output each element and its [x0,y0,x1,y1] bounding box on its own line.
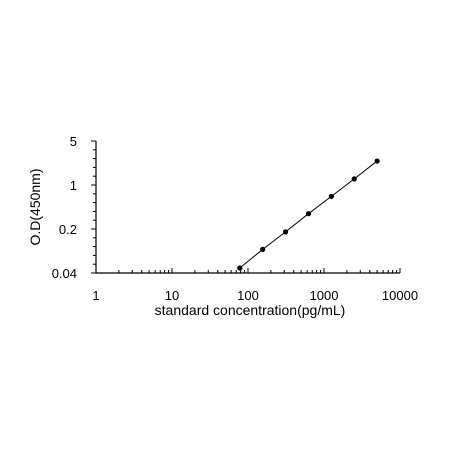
x-tick-label-10: 10 [165,288,179,303]
x-axis-title: standard concentration(pg/mL) [155,302,346,318]
y-major-ticks [91,140,96,274]
y-minor-ticks [93,149,96,265]
x-tick-label-100: 100 [237,288,259,303]
y-axis-title: O.D(450nm) [27,168,43,245]
y-tick-label-0-04: 0.04 [52,266,77,281]
data-point [282,229,289,235]
y-tick-label-1: 1 [70,178,77,193]
x-tick-label-1: 1 [92,288,99,303]
x-tick-label-10000: 10000 [382,288,418,303]
x-minor-ticks [118,270,398,273]
data-point [260,246,266,252]
y-tick-label-0-2: 0.2 [59,222,77,237]
x-tick-label-1000: 1000 [310,288,339,303]
data-point [305,211,312,217]
data-point [374,158,380,164]
data-points [237,158,380,271]
data-point [237,265,243,271]
x-major-ticks [95,268,401,273]
data-point [328,193,334,199]
y-tick-label-5: 5 [70,134,77,149]
data-point [351,176,357,182]
